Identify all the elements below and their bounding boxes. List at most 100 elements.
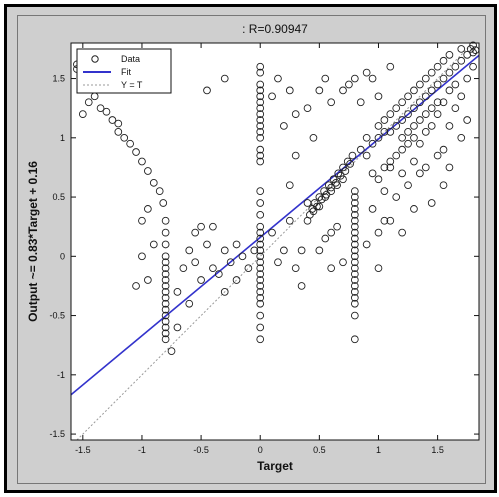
data-point	[167, 347, 176, 355]
data-point	[138, 252, 146, 261]
data-point	[256, 246, 265, 255]
data-point	[404, 110, 412, 118]
data-point	[327, 228, 336, 237]
data-point	[374, 264, 383, 273]
x-tick-label: 0.5	[313, 445, 326, 455]
data-point	[191, 228, 200, 237]
data-point	[445, 51, 454, 59]
x-axis-label: Target	[257, 459, 293, 473]
data-point	[256, 335, 265, 344]
figure-inner-border	[17, 15, 486, 484]
data-point	[392, 104, 401, 113]
data-point	[138, 216, 146, 225]
data-point	[421, 163, 430, 172]
data-point	[350, 252, 359, 261]
data-point	[421, 74, 430, 83]
data-point	[339, 175, 347, 184]
data-point	[374, 133, 383, 142]
data-point	[159, 199, 168, 207]
y-tick-label: -1.5	[49, 429, 65, 439]
data-point	[274, 74, 282, 83]
data-point	[350, 216, 359, 225]
data-point	[256, 80, 265, 89]
data-point	[203, 86, 211, 95]
data-point	[268, 92, 276, 101]
data-point	[451, 62, 460, 71]
data-point	[469, 62, 477, 71]
data-point	[250, 246, 259, 255]
data-point	[368, 74, 377, 83]
data-point	[346, 160, 354, 168]
data-point	[386, 62, 395, 71]
data-point	[285, 86, 294, 95]
data-point	[114, 128, 123, 136]
data-point	[445, 163, 454, 172]
data-point	[368, 205, 377, 213]
data-point	[161, 335, 170, 344]
data-point	[256, 86, 265, 95]
data-point	[362, 240, 371, 249]
data-point	[321, 193, 330, 201]
data-point	[356, 98, 365, 107]
data-point	[427, 199, 436, 207]
data-point	[350, 270, 359, 278]
data-point	[421, 92, 430, 101]
data-point	[256, 264, 265, 273]
data-point	[256, 270, 265, 278]
data-point	[439, 56, 448, 65]
data-point	[333, 181, 341, 190]
data-point	[439, 98, 448, 107]
data-point	[356, 145, 365, 154]
data-point	[126, 139, 134, 148]
data-point	[416, 98, 424, 107]
data-point	[350, 335, 359, 344]
data-point	[350, 299, 359, 308]
data-point	[256, 92, 265, 101]
data-point	[102, 107, 111, 116]
data-point	[114, 119, 123, 128]
data-point	[244, 264, 253, 273]
data-point	[161, 216, 170, 225]
data-point	[96, 104, 105, 113]
data-point	[404, 92, 412, 101]
data-point	[433, 80, 442, 89]
data-point	[232, 276, 241, 284]
data-point	[256, 116, 265, 124]
data-point	[350, 222, 359, 231]
y-axis-label: Output ~= 0.83*Target + 0.16	[26, 161, 40, 322]
data-point	[410, 104, 418, 113]
data-point	[161, 270, 170, 278]
data-point	[256, 228, 265, 237]
x-tick-label: 0	[258, 445, 263, 455]
data-point	[374, 175, 383, 184]
data-point	[439, 74, 448, 83]
data-point	[144, 205, 152, 213]
data-point	[439, 181, 448, 190]
data-point	[380, 128, 389, 136]
data-point	[433, 151, 442, 160]
data-point	[421, 128, 430, 136]
data-point	[427, 86, 436, 95]
data-point	[173, 323, 182, 332]
axes-box	[70, 42, 480, 441]
data-point	[173, 288, 182, 296]
data-point	[374, 92, 383, 101]
data-point	[303, 199, 312, 207]
data-point	[433, 98, 442, 107]
data-point	[149, 240, 158, 249]
data-point	[427, 68, 436, 77]
data-point	[445, 68, 454, 77]
data-point	[350, 228, 359, 237]
data-point	[285, 181, 294, 190]
legend-data-marker	[91, 55, 99, 63]
y-tick-label: 1	[60, 133, 65, 143]
data-point	[185, 299, 194, 308]
data-point	[161, 240, 170, 249]
data-point	[138, 157, 146, 166]
data-point	[256, 252, 265, 261]
data-point	[256, 98, 265, 107]
x-tick-label: 1.5	[431, 445, 444, 455]
data-point	[226, 258, 235, 267]
data-point	[268, 228, 276, 237]
data-point	[280, 122, 288, 130]
